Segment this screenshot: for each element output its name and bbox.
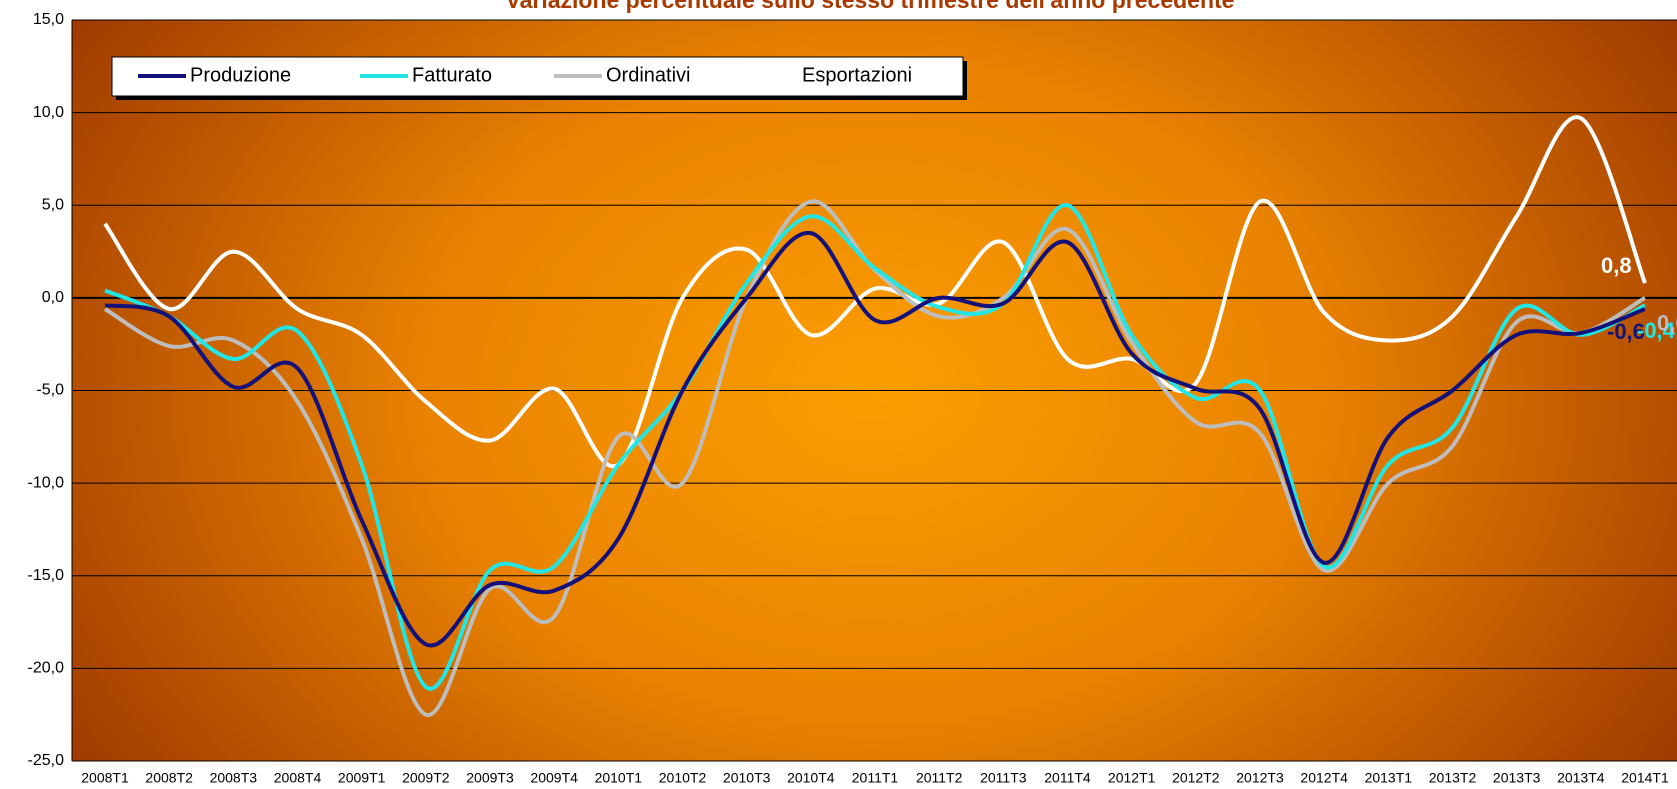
x-tick-label: 2009T4 [530, 770, 578, 786]
y-tick-label: -25,0 [28, 752, 65, 769]
legend-label: Ordinativi [606, 64, 690, 86]
x-tick-label: 2010T4 [787, 770, 835, 786]
x-tick-label: 2008T2 [145, 770, 193, 786]
x-tick-label: 2013T3 [1493, 770, 1541, 786]
chart-title: Variazione percentuale sullo stesso trim… [506, 0, 1235, 13]
x-tick-label: 2011T1 [852, 770, 899, 786]
x-tick-label: 2012T2 [1172, 770, 1220, 786]
y-tick-label: -10,0 [28, 474, 65, 491]
data-label: -0,4 [1637, 318, 1676, 343]
y-tick-label: -15,0 [28, 567, 65, 584]
x-tick-label: 2010T1 [595, 770, 643, 786]
x-tick-label: 2013T2 [1429, 770, 1477, 786]
data-label: -0,6 [1607, 319, 1645, 344]
x-tick-label: 2008T3 [210, 770, 258, 786]
y-tick-label: -5,0 [36, 382, 64, 399]
x-tick-label: 2010T3 [723, 770, 771, 786]
legend-box [111, 56, 964, 97]
legend-label: Fatturato [412, 64, 492, 86]
x-tick-label: 2008T1 [81, 770, 129, 786]
x-tick-label: 2012T3 [1236, 770, 1284, 786]
legend-label: Esportazioni [802, 64, 912, 86]
x-tick-label: 2009T1 [338, 770, 386, 786]
series-line [104, 231, 1646, 648]
y-tick-label: 15,0 [33, 11, 64, 28]
x-tick-label: 2010T2 [659, 770, 707, 786]
series-line [103, 199, 1647, 717]
x-tick-label: 2012T4 [1300, 770, 1348, 786]
series-line [104, 203, 1646, 691]
x-tick-label: 2013T4 [1557, 770, 1605, 786]
x-tick-label: 2013T1 [1365, 770, 1413, 786]
y-tick-label: 5,0 [42, 196, 64, 213]
legend-label: Produzione [190, 64, 291, 86]
x-tick-label: 2011T4 [1044, 770, 1091, 786]
x-tick-label: 2012T1 [1108, 770, 1156, 786]
data-label: 0,8 [1601, 253, 1632, 278]
x-tick-label: 2011T3 [980, 770, 1027, 786]
x-tick-label: 2009T2 [402, 770, 450, 786]
data-label: 0,0 [1657, 311, 1677, 336]
x-tick-label: 2008T4 [274, 770, 322, 786]
y-tick-label: -20,0 [28, 660, 65, 677]
x-tick-label: 2014T1 [1621, 770, 1669, 786]
y-tick-label: 0,0 [42, 289, 64, 306]
y-tick-label: 10,0 [33, 104, 64, 121]
legend: Produzione Fatturato Ordinativi Esportazion… [111, 56, 967, 100]
x-tick-label: 2011T2 [916, 770, 963, 786]
x-tick-label: 2009T3 [466, 770, 514, 786]
